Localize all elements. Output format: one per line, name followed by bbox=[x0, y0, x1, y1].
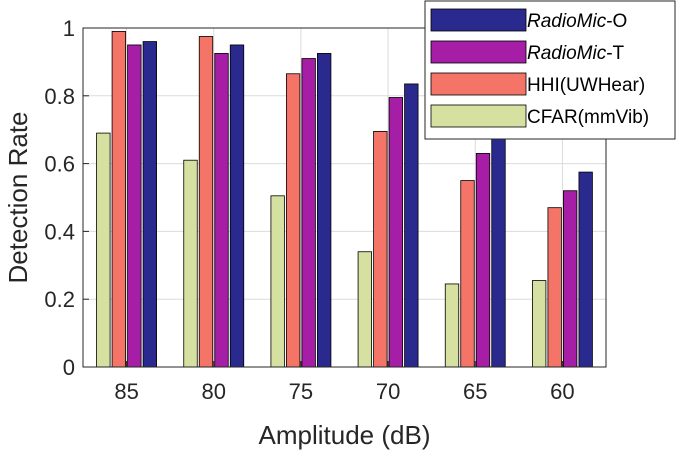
bars-group bbox=[96, 30, 593, 368]
y-axis-label: Detection Rate bbox=[3, 112, 33, 284]
bar bbox=[111, 30, 126, 368]
legend-swatch bbox=[430, 40, 527, 64]
bar bbox=[198, 36, 214, 368]
y-tick-label: 0.4 bbox=[44, 219, 75, 244]
bar bbox=[96, 132, 111, 368]
x-tick-label: 75 bbox=[289, 379, 313, 404]
bar bbox=[404, 83, 419, 368]
bar bbox=[183, 159, 198, 368]
bar bbox=[127, 44, 142, 368]
bar bbox=[142, 41, 157, 368]
legend-label-italic: RadioMic bbox=[527, 11, 607, 32]
plot-frame bbox=[82, 27, 607, 368]
bar bbox=[373, 130, 388, 368]
legend: RadioMic-ORadioMic-THHI(UWHear)CFAR(mmVi… bbox=[424, 0, 676, 140]
legend-label: HHI(UWHear) bbox=[527, 75, 645, 96]
x-axis-ticks: 85 80 75 70 65 60 bbox=[114, 361, 575, 404]
bar bbox=[563, 190, 578, 368]
y-tick-label: 0.6 bbox=[44, 152, 75, 177]
x-tick-label: 60 bbox=[550, 379, 574, 404]
legend-label-suffix: -O bbox=[606, 11, 627, 32]
bar bbox=[444, 283, 460, 368]
x-tick-label: 65 bbox=[463, 379, 487, 404]
legend-label: RadioMic-O bbox=[527, 11, 627, 32]
y-tick-label: 0 bbox=[63, 355, 75, 380]
y-tick-label: 1 bbox=[63, 16, 75, 41]
legend-label: CFAR(mmVib) bbox=[527, 107, 649, 128]
bar bbox=[475, 153, 491, 368]
y-axis-ticks: 0 0.2 0.4 0.6 0.8 1 bbox=[44, 16, 89, 380]
bar bbox=[317, 53, 332, 368]
bar bbox=[229, 44, 245, 368]
x-axis-label: Amplitude (dB) bbox=[259, 420, 431, 450]
bar bbox=[460, 180, 475, 368]
bar bbox=[388, 97, 403, 368]
legend-label-suffix: -T bbox=[606, 43, 624, 64]
bar bbox=[301, 58, 316, 368]
x-tick-label: 70 bbox=[376, 379, 400, 404]
bar bbox=[357, 251, 372, 368]
bar bbox=[532, 280, 547, 368]
bar bbox=[491, 119, 506, 368]
y-tick-label: 0.8 bbox=[44, 84, 75, 109]
bar bbox=[578, 171, 593, 368]
x-tick-label: 85 bbox=[114, 379, 138, 404]
y-tick-label: 0.2 bbox=[44, 287, 75, 312]
bar bbox=[286, 73, 301, 368]
legend-label: RadioMic-T bbox=[527, 43, 625, 64]
x-tick-label: 80 bbox=[202, 379, 226, 404]
bar bbox=[214, 53, 229, 368]
legend-swatch bbox=[430, 8, 527, 32]
legend-swatch bbox=[430, 104, 527, 128]
legend-swatch bbox=[430, 72, 527, 96]
bar bbox=[270, 195, 285, 368]
bar bbox=[547, 207, 562, 368]
legend-label-italic: RadioMic bbox=[527, 43, 607, 64]
